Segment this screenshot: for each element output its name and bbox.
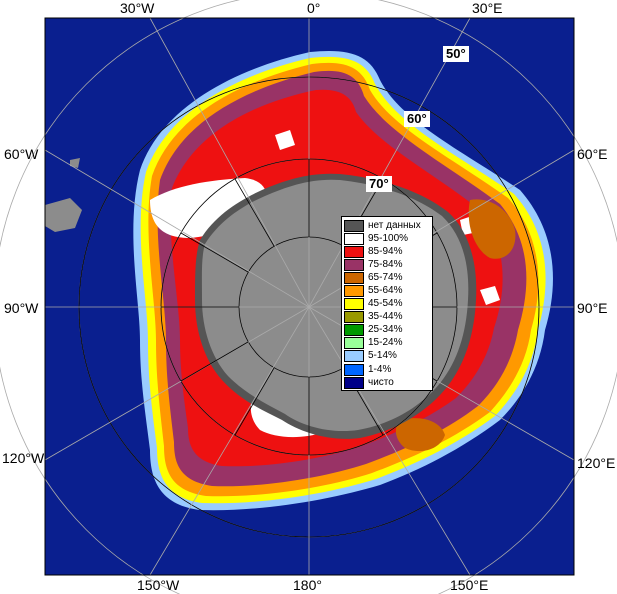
legend-item: 85-94% bbox=[344, 245, 430, 258]
legend-swatch bbox=[344, 271, 364, 284]
legend-label: 95-100% bbox=[368, 232, 409, 244]
ice-65-74 bbox=[395, 418, 445, 452]
legend-item: 1-4% bbox=[344, 363, 430, 376]
legend-label: 25-34% bbox=[368, 324, 403, 336]
legend-swatch bbox=[344, 219, 364, 232]
ice-65-74 bbox=[468, 199, 516, 259]
lon-label-150w: 150°W bbox=[137, 577, 180, 593]
legend-swatch bbox=[344, 258, 364, 271]
legend-item: 75-84% bbox=[344, 258, 430, 271]
lon-label-0: 0° bbox=[307, 0, 321, 16]
ice-95-100 bbox=[275, 130, 295, 150]
legend-swatch bbox=[344, 232, 364, 245]
legend-item: 5-14% bbox=[344, 350, 430, 363]
lon-label-120e: 120°E bbox=[577, 455, 616, 471]
legend-label: нет данных bbox=[368, 219, 421, 231]
legend-label: 55-64% bbox=[368, 285, 403, 297]
legend-label: 35-44% bbox=[368, 311, 403, 323]
lon-label-90e: 90°E bbox=[577, 300, 608, 316]
legend-swatch bbox=[344, 363, 364, 376]
legend-swatch bbox=[344, 245, 364, 258]
legend-swatch bbox=[344, 311, 364, 324]
legend-item: 25-34% bbox=[344, 324, 430, 337]
legend-swatch bbox=[344, 324, 364, 337]
lon-label-30e: 30°E bbox=[472, 0, 503, 16]
lon-label-60w: 60°W bbox=[4, 146, 39, 162]
legend-item: чисто bbox=[344, 376, 430, 389]
ice-concentration-legend: нет данных 95-100% 85-94% 75-84% 65-74% 55-64… bbox=[341, 216, 433, 392]
legend-item: нет данных bbox=[344, 219, 430, 232]
lat-label-60: 60° bbox=[404, 111, 430, 127]
ice-95-100 bbox=[480, 286, 500, 305]
lon-label-150e: 150°E bbox=[450, 577, 489, 593]
legend-swatch bbox=[344, 285, 364, 298]
legend-item: 35-44% bbox=[344, 311, 430, 324]
legend-swatch bbox=[344, 376, 364, 389]
legend-label: 1-4% bbox=[368, 363, 392, 375]
land-fragment bbox=[45, 198, 82, 232]
lat-label-70: 70° bbox=[366, 176, 392, 192]
legend-swatch bbox=[344, 298, 364, 311]
legend-label: 75-84% bbox=[368, 258, 403, 270]
legend-item: 95-100% bbox=[344, 232, 430, 245]
legend-label: 45-54% bbox=[368, 298, 403, 310]
legend-label: 85-94% bbox=[368, 245, 403, 257]
legend-item: 45-54% bbox=[344, 298, 430, 311]
land-fragment bbox=[70, 158, 80, 168]
legend-item: 55-64% bbox=[344, 284, 430, 298]
legend-label: 65-74% bbox=[368, 271, 403, 283]
lon-label-90w: 90°W bbox=[4, 300, 39, 316]
legend-label: 5-14% bbox=[368, 350, 397, 362]
lat-label-50: 50° bbox=[443, 46, 469, 62]
lon-label-120w: 120°W bbox=[2, 450, 45, 466]
lon-label-60e: 60°E bbox=[577, 146, 608, 162]
lon-label-180: 180° bbox=[293, 577, 322, 593]
legend-label: 15-24% bbox=[368, 337, 403, 349]
legend-item: 65-74% bbox=[344, 271, 430, 284]
legend-swatch bbox=[344, 337, 364, 350]
legend-label: чисто bbox=[368, 376, 394, 388]
legend-item: 15-24% bbox=[344, 337, 430, 350]
lon-label-30w: 30°W bbox=[120, 0, 155, 16]
legend-swatch bbox=[344, 350, 364, 363]
